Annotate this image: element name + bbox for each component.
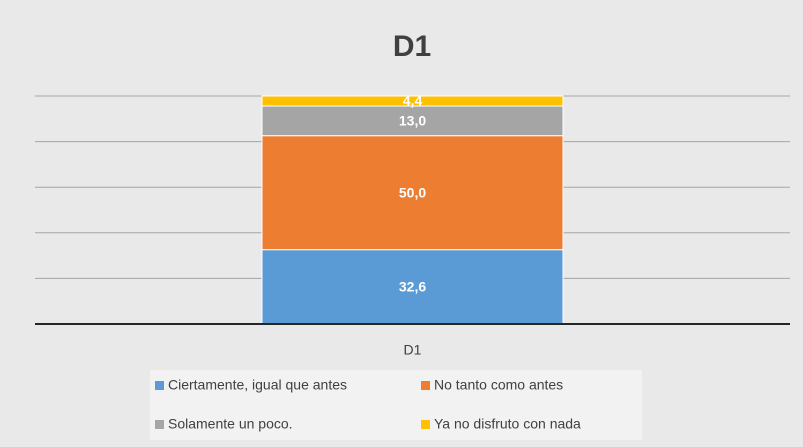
bar-segment: [261, 135, 564, 251]
data-label: 13,0: [399, 113, 426, 129]
legend-label: Ciertamente, igual que antes: [168, 377, 347, 393]
legend-box: [150, 370, 642, 440]
legend-marker: [421, 420, 430, 429]
data-label: 4,4: [403, 93, 423, 109]
data-label: 32,6: [399, 279, 426, 295]
data-label: 50,0: [399, 184, 426, 200]
x-tick-label: D1: [404, 342, 422, 358]
legend-label: Solamente un poco.: [168, 416, 293, 432]
legend-marker: [155, 381, 164, 390]
legend-marker: [155, 420, 164, 429]
legend-label: No tanto como antes: [434, 377, 563, 393]
chart-title: D1: [393, 30, 431, 63]
bar-segment: [261, 95, 564, 107]
legend-marker: [421, 381, 430, 390]
legend-label: Ya no disfruto con nada: [434, 416, 581, 432]
bar-segment: [261, 249, 564, 325]
